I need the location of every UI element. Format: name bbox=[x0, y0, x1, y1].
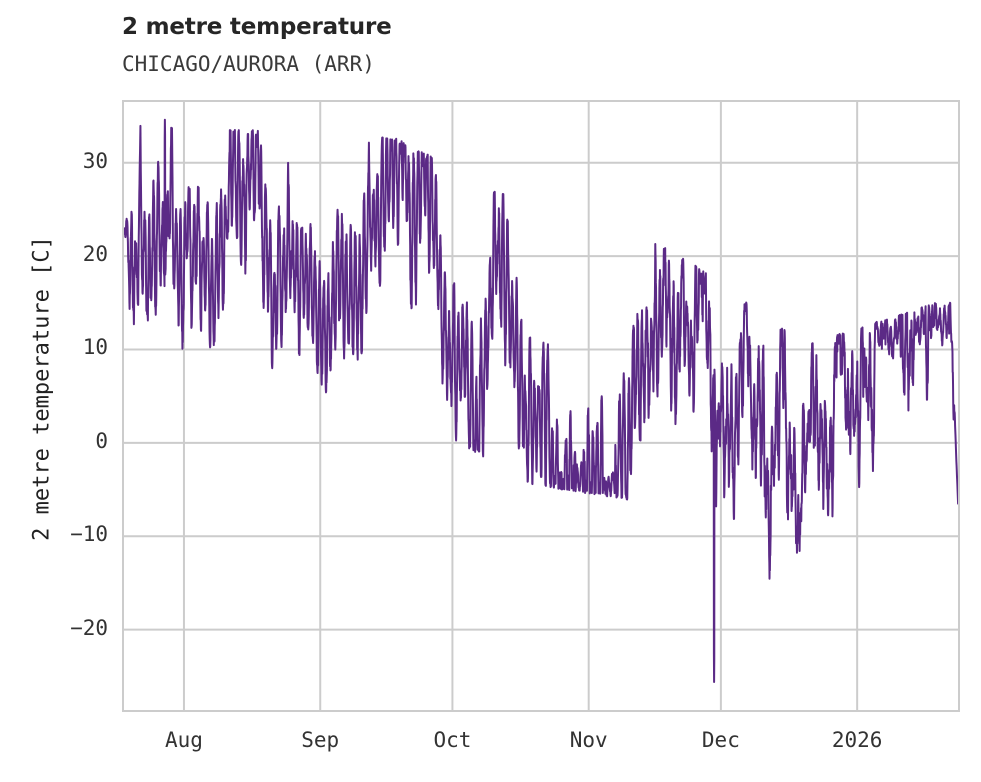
temperature-line bbox=[124, 118, 958, 683]
y-axis-tick-label: −20 bbox=[70, 615, 108, 640]
chart-subtitle: CHICAGO/AURORA (ARR) bbox=[122, 52, 375, 76]
x-axis-tick-label: Oct bbox=[433, 728, 472, 752]
x-axis-tick-label: Aug bbox=[164, 728, 203, 752]
y-axis-tick-labels: 30 20 10 0 −10 −20 bbox=[0, 100, 108, 712]
y-axis-tick-label: 0 bbox=[95, 428, 108, 453]
x-axis-tick-label: Nov bbox=[569, 728, 608, 752]
x-axis-tick-label: Dec bbox=[701, 728, 740, 752]
y-axis-tick-label: 30 bbox=[82, 148, 108, 173]
x-axis-tick-label: Sep bbox=[301, 728, 340, 752]
chart-title: 2 metre temperature bbox=[122, 14, 392, 40]
plot-area bbox=[122, 100, 960, 712]
temperature-series bbox=[124, 118, 958, 683]
y-axis-tick-label: 10 bbox=[82, 335, 108, 360]
x-axis-tick-label: 2026 bbox=[831, 728, 883, 752]
y-axis-tick-label: −10 bbox=[70, 522, 108, 547]
plot-canvas bbox=[124, 102, 958, 710]
y-axis-tick-label: 20 bbox=[82, 242, 108, 267]
x-axis-tick-labels: Aug Sep Oct Nov Dec 2026 bbox=[0, 728, 981, 772]
